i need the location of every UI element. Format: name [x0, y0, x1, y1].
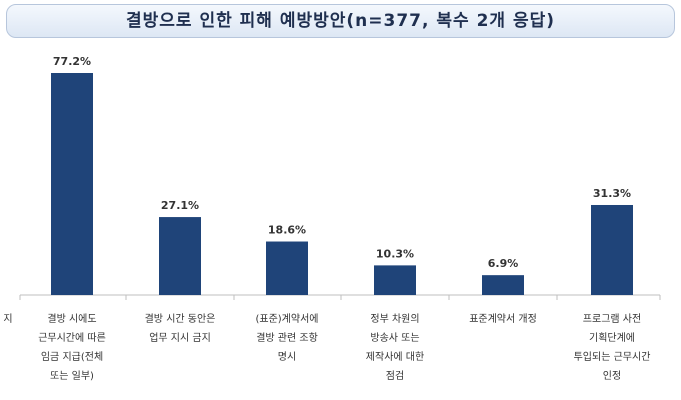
data-label-3: 18.6%: [268, 224, 306, 237]
category-label-1: 근무시간에 따른: [38, 332, 106, 344]
category-label-4: 방송사 또는: [370, 332, 419, 344]
category-label-6: 기획단계에: [589, 332, 635, 344]
category-label-2: 업무 지시 금지: [149, 331, 211, 344]
chart-title: 결방으로 인한 피해 예방방안(n=377, 복수 2개 응답): [125, 11, 556, 31]
category-label-3: 결방 관련 조항: [256, 332, 318, 344]
category-label-6: 프로그램 사전: [583, 313, 641, 325]
category-label-4: 점검: [386, 370, 404, 382]
category-label-4: 제작사에 대한: [366, 351, 424, 363]
bar-2: [159, 217, 201, 295]
category-label-1: 임금 지급(전체: [41, 350, 103, 363]
data-label-4: 10.3%: [376, 247, 414, 260]
bar-3: [266, 241, 308, 295]
cut-off-category-label: 지: [3, 313, 12, 325]
category-label-6: 인정: [603, 370, 621, 382]
data-label-2: 27.1%: [161, 199, 199, 212]
title-box: [6, 4, 675, 38]
category-label-1: 또는 일부): [50, 370, 94, 382]
category-label-4: 정부 차원의: [370, 313, 419, 325]
category-label-2: 결방 시간 동안은: [145, 313, 216, 325]
bar-6: [591, 204, 633, 295]
category-label-6: 투입되는 근무시간: [574, 350, 651, 363]
data-label-1: 77.2%: [53, 55, 91, 68]
category-label-1: 결방 시에도: [47, 313, 96, 325]
bar-1: [51, 73, 93, 295]
category-label-5: 표준계약서 개정: [469, 313, 537, 325]
data-label-6: 31.3%: [593, 187, 631, 200]
category-label-3: 명시: [278, 351, 296, 363]
category-label-3: (표준)계약서에: [255, 313, 318, 325]
data-label-5: 6.9%: [488, 257, 519, 270]
bar-5: [482, 275, 524, 295]
bar-4: [374, 265, 416, 295]
